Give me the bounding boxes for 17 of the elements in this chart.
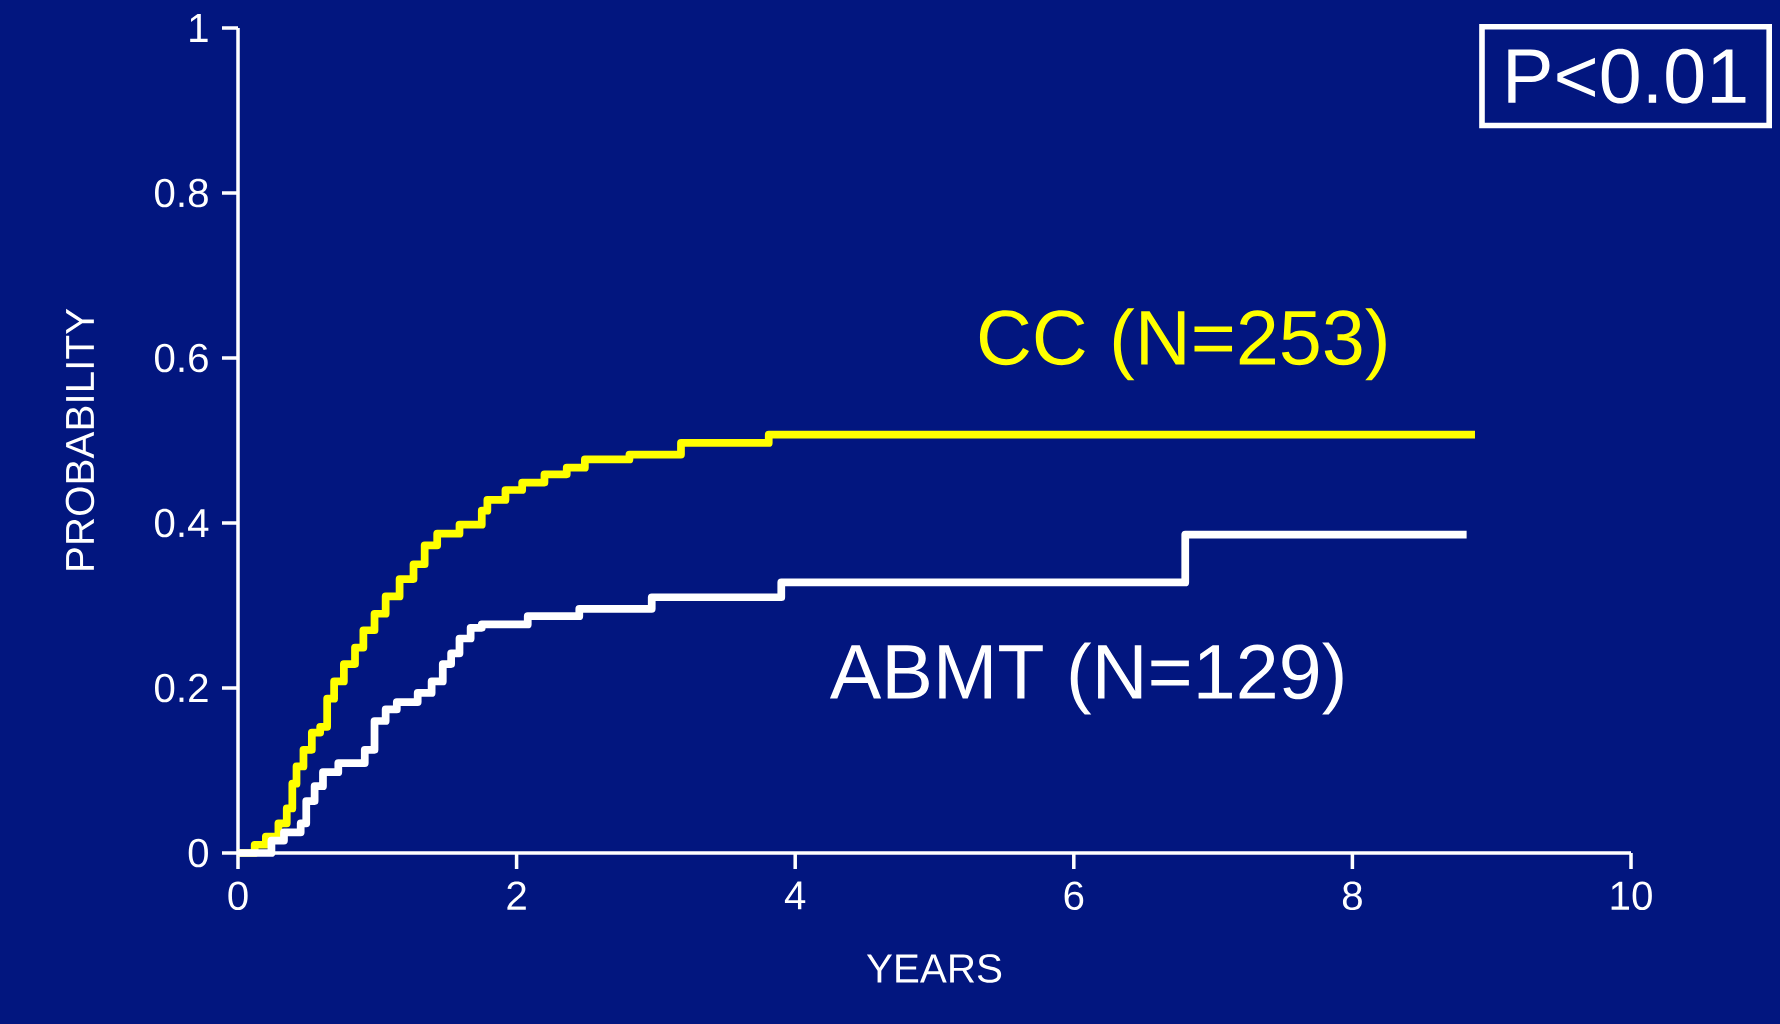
y-tick-label: 0.2 (154, 673, 208, 703)
series-label: ABMT (N=129) (829, 642, 1343, 715)
x-tick-label: 0 (228, 881, 248, 911)
y-tick-label: 0.6 (154, 343, 208, 373)
y-axis-title: PROBABILITY (65, 308, 95, 570)
annotation: P<0.01 (1508, 48, 1746, 104)
x-tick-label: 10 (1611, 881, 1652, 911)
x-tick-label: 6 (1064, 881, 1084, 911)
y-tick-label: 0.4 (154, 508, 209, 538)
series-label: CC (N=253) (979, 308, 1386, 381)
y-tick-label: 1 (190, 14, 208, 42)
y-tick-label: 0 (188, 838, 208, 868)
x-tick-label: 2 (507, 881, 526, 910)
y-tick-label: 0.8 (154, 178, 208, 208)
x-tick-label: 4 (784, 881, 806, 910)
x-axis-title: YEARS (866, 954, 1002, 983)
x-tick-label: 8 (1342, 881, 1362, 911)
